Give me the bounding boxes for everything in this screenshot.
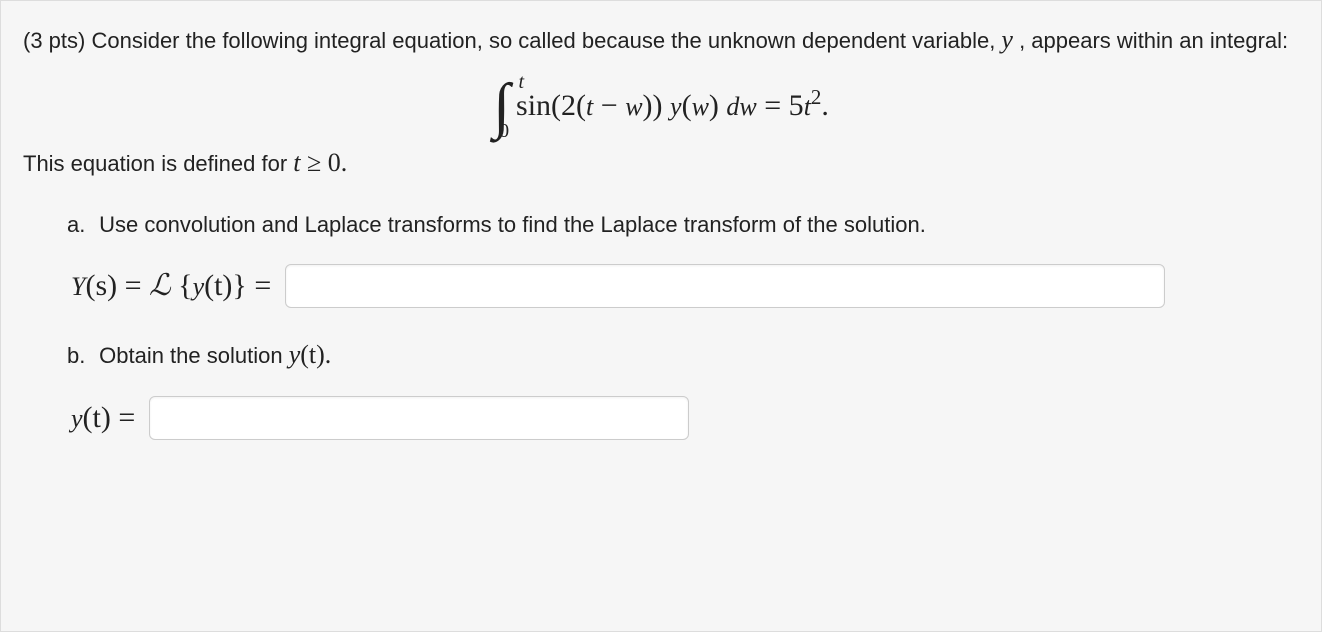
problem-intro: (3 pts) Consider the following integral … [23,19,1299,61]
prefix-L-script: ℒ [149,269,171,302]
prefix-s-eq: (s) = [85,269,149,302]
rhs-exp: 2 [811,85,822,109]
intro-text-1: Consider the following integral equation… [91,28,1001,53]
integrand-w1: w [625,92,642,121]
domain-var-t: t [293,148,300,177]
domain-text-1: This equation is defined for [23,151,293,176]
prefix-Y: Y [71,272,85,301]
parts-list: a. Use convolution and Laplace transform… [23,212,1299,440]
differential-dw: dw [726,92,756,121]
y-input[interactable] [149,396,689,440]
points-prefix: (3 pts) [23,28,91,53]
integrand-paren1: ( [682,89,692,122]
part-a: a. Use convolution and Laplace transform… [67,212,1299,308]
domain-statement: This equation is defined for t ≥ 0. [23,142,1299,184]
integrand-sin: sin(2( [516,89,586,122]
part-b-text-2: (t). [300,340,331,369]
integral-upper-limit: t [518,73,524,91]
part-b: b. Obtain the solution y(t). y(t) = [67,340,1299,440]
part-b-answer-row: y(t) = [71,396,1299,440]
part-b-var-y: y [289,340,301,369]
integrand: sin(2(t − w)) y(w) dw = 5t2. [516,89,829,123]
integrand-paren2: ) [709,89,727,122]
equals-5: = 5 [757,89,804,122]
part-b-label: b. [67,343,93,369]
prefix-brace-open: { [171,269,193,302]
prefix-y: y [193,272,205,301]
integrand-w2: w [692,92,709,121]
intro-var-y: y [1001,25,1013,54]
rhs-period: . [821,89,829,122]
part-a-answer-row: Y(s) = ℒ {y(t)} = [71,264,1299,308]
integral-equation: ∫t0 sin(2(t − w)) y(w) dw = 5t2. [23,79,1299,135]
integral-lower-limit: 0 [499,122,509,140]
part-a-label: a. [67,212,93,238]
integrand-close: )) [643,89,670,122]
domain-text-2: ≥ 0. [301,148,348,177]
integral-sign: ∫t0 [493,79,510,135]
rhs-t: t [804,92,811,121]
integrand-y: y [670,92,682,121]
Y-input[interactable] [285,264,1165,308]
part-b-prefix: y(t) = [71,401,135,435]
b-prefix-t-eq: (t) = [83,401,136,434]
prefix-brace-close: (t)} = [204,269,271,302]
part-a-text: Use convolution and Laplace transforms t… [99,212,926,237]
intro-text-2: , appears within an integral: [1013,28,1288,53]
part-a-prefix: Y(s) = ℒ {y(t)} = [71,268,271,303]
b-prefix-y: y [71,404,83,433]
integrand-minus: − [593,89,625,122]
part-b-text-1: Obtain the solution [99,343,289,368]
